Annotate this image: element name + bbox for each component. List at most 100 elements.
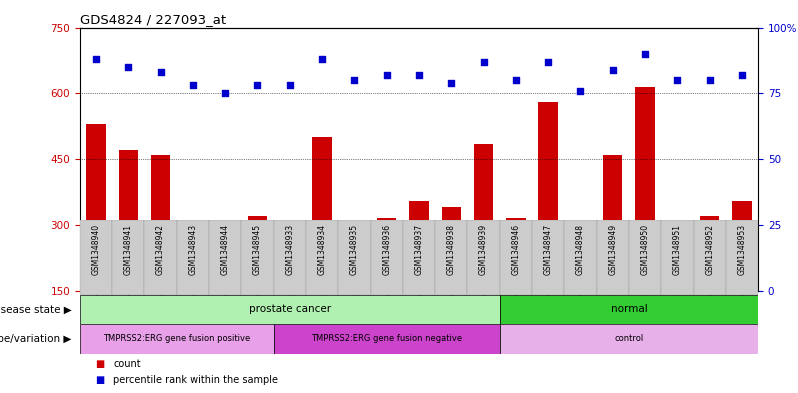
Bar	[441, 208, 461, 291]
Bar	[215, 275, 235, 291]
Bar	[539, 102, 558, 291]
Text: ■: ■	[96, 375, 109, 385]
Text: ■: ■	[96, 360, 109, 369]
Bar	[209, 220, 241, 295]
Bar	[144, 220, 176, 295]
Text: control: control	[614, 334, 643, 343]
Bar	[184, 223, 203, 291]
Bar	[151, 155, 170, 291]
Point	[736, 72, 749, 78]
Bar	[468, 220, 500, 295]
Text: GSM1348943: GSM1348943	[188, 224, 197, 275]
Text: GSM1348951: GSM1348951	[673, 224, 681, 275]
Point	[509, 77, 522, 83]
Bar	[377, 219, 397, 291]
Text: TMPRSS2:ERG gene fusion positive: TMPRSS2:ERG gene fusion positive	[103, 334, 251, 343]
Point	[477, 59, 490, 65]
Text: GSM1348949: GSM1348949	[608, 224, 617, 275]
Bar	[80, 220, 112, 295]
Text: TMPRSS2:ERG gene fusion negative: TMPRSS2:ERG gene fusion negative	[311, 334, 462, 343]
Point	[444, 80, 457, 86]
Text: GSM1348937: GSM1348937	[414, 224, 424, 275]
Text: GSM1348944: GSM1348944	[221, 224, 230, 275]
Text: GSM1348950: GSM1348950	[641, 224, 650, 275]
Text: GSM1348947: GSM1348947	[543, 224, 553, 275]
Point	[283, 82, 296, 88]
Bar	[662, 220, 693, 295]
Bar	[112, 220, 144, 295]
Text: GSM1348938: GSM1348938	[447, 224, 456, 275]
Text: normal: normal	[610, 305, 647, 314]
Text: GSM1348935: GSM1348935	[350, 224, 359, 275]
Text: disease state ▶: disease state ▶	[0, 305, 72, 314]
Text: GSM1348939: GSM1348939	[479, 224, 488, 275]
Bar	[306, 220, 338, 295]
Bar	[338, 220, 370, 295]
Point	[348, 77, 361, 83]
Bar	[500, 324, 758, 354]
Text: GSM1348940: GSM1348940	[92, 224, 101, 275]
Text: GSM1348941: GSM1348941	[124, 224, 132, 275]
Bar	[733, 201, 752, 291]
Bar	[435, 220, 468, 295]
Text: GSM1348952: GSM1348952	[705, 224, 714, 275]
Bar	[532, 220, 564, 295]
Point	[542, 59, 555, 65]
Bar	[629, 220, 662, 295]
Bar	[409, 201, 429, 291]
Point	[638, 51, 651, 57]
Bar	[571, 238, 591, 291]
Bar	[312, 137, 332, 291]
Text: GSM1348945: GSM1348945	[253, 224, 262, 275]
Bar	[86, 124, 105, 291]
Point	[187, 82, 200, 88]
Text: GSM1348948: GSM1348948	[576, 224, 585, 275]
Text: GSM1348936: GSM1348936	[382, 224, 391, 275]
Bar	[700, 216, 719, 291]
Point	[122, 64, 135, 70]
Point	[251, 82, 264, 88]
Bar	[635, 87, 654, 291]
Bar	[597, 220, 629, 295]
Text: prostate cancer: prostate cancer	[249, 305, 331, 314]
Point	[574, 88, 587, 94]
Bar	[474, 144, 493, 291]
Bar	[370, 220, 403, 295]
Point	[89, 56, 102, 62]
Point	[606, 66, 619, 73]
Point	[413, 72, 425, 78]
Bar	[500, 220, 532, 295]
Point	[671, 77, 684, 83]
Text: GSM1348946: GSM1348946	[512, 224, 520, 275]
Point	[219, 90, 231, 96]
Text: GSM1348953: GSM1348953	[737, 224, 746, 275]
Text: GSM1348933: GSM1348933	[285, 224, 294, 275]
Text: percentile rank within the sample: percentile rank within the sample	[113, 375, 279, 385]
Bar	[80, 295, 500, 324]
Text: GSM1348942: GSM1348942	[156, 224, 165, 275]
Bar	[274, 220, 306, 295]
Bar	[668, 227, 687, 291]
Text: count: count	[113, 360, 141, 369]
Bar	[506, 219, 526, 291]
Bar	[274, 324, 500, 354]
Point	[316, 56, 329, 62]
Text: genotype/variation ▶: genotype/variation ▶	[0, 334, 72, 344]
Bar	[726, 220, 758, 295]
Bar	[119, 151, 138, 291]
Bar	[500, 295, 758, 324]
Bar	[345, 223, 364, 291]
Bar	[280, 234, 299, 291]
Bar	[247, 216, 267, 291]
Bar	[176, 220, 209, 295]
Point	[154, 69, 167, 75]
Bar	[403, 220, 435, 295]
Point	[381, 72, 393, 78]
Bar	[693, 220, 726, 295]
Text: GSM1348934: GSM1348934	[318, 224, 326, 275]
Point	[703, 77, 716, 83]
Bar	[564, 220, 597, 295]
Bar	[80, 324, 274, 354]
Bar	[241, 220, 274, 295]
Text: GDS4824 / 227093_at: GDS4824 / 227093_at	[80, 13, 226, 26]
